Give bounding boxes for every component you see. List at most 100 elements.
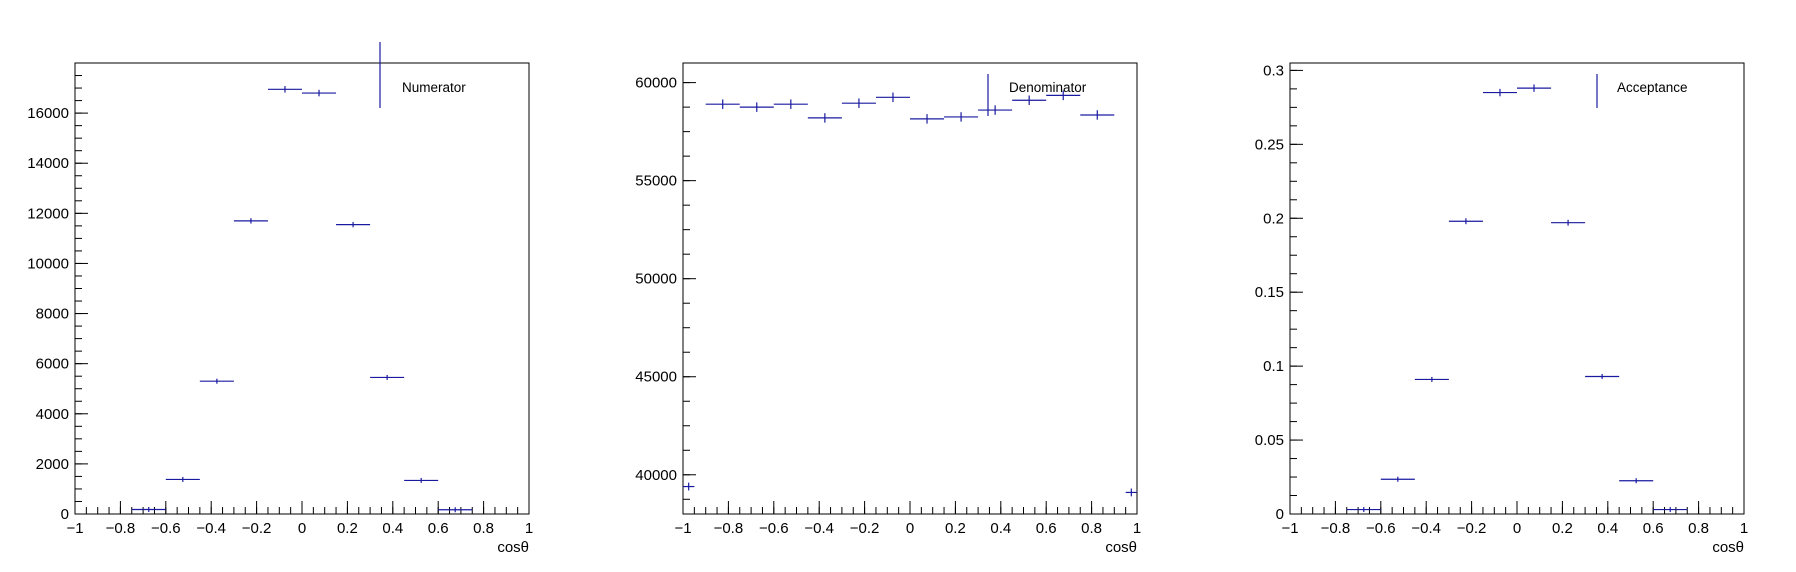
y-tick-label: 14000 [27, 155, 69, 172]
x-tick-label: −0.2 [850, 520, 880, 537]
data-point [1125, 488, 1137, 497]
data-point [1517, 84, 1552, 92]
data-point [1346, 507, 1381, 513]
y-tick-label: 55000 [635, 173, 677, 190]
y-tick-label: 0.15 [1255, 284, 1284, 301]
x-tick-label: 0 [906, 520, 914, 537]
x-tick-label: −0.6 [1366, 520, 1396, 537]
data-point [944, 112, 979, 122]
x-tick-label: −0.2 [242, 520, 272, 537]
data-point [773, 99, 808, 109]
data-point [1080, 110, 1115, 120]
x-tick-label: 1 [525, 520, 533, 537]
y-tick-label: 8000 [36, 306, 69, 323]
x-tick-label: 0.6 [1643, 520, 1664, 537]
x-tick-label: 0.4 [1597, 520, 1618, 537]
x-axis-title: cosθ [497, 539, 529, 556]
acceptance-panel: −1 −0.8 −0.6 −0.4 −0.2 0 0.2 0.4 0.6 0.8 1 0 0.05 0.1… [1255, 62, 1748, 556]
plot-frame [682, 62, 1138, 515]
data-point [875, 92, 910, 103]
data-point [370, 374, 405, 380]
x-tick-label: 1 [1740, 520, 1748, 537]
y-tick-label: 0.25 [1255, 136, 1284, 153]
y-tick-label: 16000 [27, 105, 69, 122]
data-point [683, 482, 695, 491]
y-tick-label: 0.2 [1263, 210, 1284, 227]
data-point [739, 102, 774, 112]
x-tick-label: 0 [1513, 520, 1521, 537]
x-axis-title: cosθ [1712, 539, 1744, 556]
data-point [1551, 219, 1586, 226]
plot-frame [1289, 62, 1745, 515]
x-tick-label: −0.8 [1321, 520, 1351, 537]
x-tick-label: −1 [1281, 520, 1298, 537]
y-tick-label: 6000 [36, 356, 69, 373]
data-point [131, 506, 166, 512]
data-point [910, 114, 945, 124]
denominator-panel: −1 −0.8 −0.6 −0.4 −0.2 0 0.2 0.4 0.6 0.8 1 40000 450… [635, 62, 1141, 556]
numerator-panel: −1 −0.8 −0.6 −0.4 −0.2 0 0.2 0.4 0.6 0.8 1 0 2000 400… [27, 42, 533, 556]
y-tick-label: 0 [61, 506, 69, 523]
x-tick-label: −0.2 [1457, 520, 1487, 537]
data-point [1619, 478, 1654, 484]
y-tick-label: 12000 [27, 205, 69, 222]
x-tick-label: −0.4 [804, 520, 834, 537]
data-point [267, 86, 302, 93]
data-point [705, 99, 740, 109]
y-tick-label: 0.3 [1263, 62, 1284, 79]
legend-label: Numerator [402, 80, 466, 95]
data-point [1046, 90, 1081, 101]
data-point [233, 218, 268, 224]
x-tick-label: 0 [298, 520, 306, 537]
x-tick-label: −0.6 [151, 520, 181, 537]
data-point [302, 89, 337, 97]
legend: Numerator [379, 42, 466, 108]
legend-label: Acceptance [1617, 80, 1688, 95]
x-tick-label: −0.8 [714, 520, 744, 537]
data-point [1653, 507, 1688, 513]
x-tick-label: −0.6 [759, 520, 789, 537]
y-tick-label: 0 [1276, 506, 1284, 523]
x-tick-label: 1 [1133, 520, 1141, 537]
x-tick-label: 0.8 [473, 520, 494, 537]
legend: Acceptance [1596, 74, 1688, 108]
data-point [841, 98, 876, 108]
data-point [199, 378, 234, 384]
data-point [165, 476, 200, 482]
x-tick-label: 0.4 [382, 520, 403, 537]
data-point [336, 221, 371, 228]
y-tick-label: 60000 [635, 75, 677, 92]
x-tick-label: −1 [66, 520, 83, 537]
y-tick-label: 4000 [36, 406, 69, 423]
x-tick-label: 0.6 [428, 520, 449, 537]
x-tick-label: −0.8 [106, 520, 136, 537]
y-tick-label: 50000 [635, 271, 677, 288]
data-point [807, 113, 842, 123]
x-tick-label: 0.2 [337, 520, 358, 537]
y-tick-label: 2000 [36, 456, 69, 473]
data-point [978, 105, 1013, 115]
x-tick-label: 0.2 [945, 520, 966, 537]
data-point [1414, 376, 1449, 382]
plot-frame [74, 62, 530, 515]
data-point [404, 477, 439, 483]
y-tick-label: 40000 [635, 467, 677, 484]
data-point [1482, 88, 1517, 97]
y-tick-label: 45000 [635, 369, 677, 386]
y-tick-label: 10000 [27, 255, 69, 272]
x-tick-label: −1 [674, 520, 691, 537]
data-point [1380, 476, 1415, 482]
y-tick-label: 0.1 [1263, 358, 1284, 375]
x-tick-label: 0.8 [1081, 520, 1102, 537]
x-axis-title: cosθ [1105, 539, 1137, 556]
data-point [1012, 95, 1047, 106]
x-tick-label: −0.4 [1411, 520, 1441, 537]
data-point [1585, 373, 1620, 379]
x-tick-label: 0.6 [1036, 520, 1057, 537]
x-tick-label: 0.2 [1552, 520, 1573, 537]
data-point [438, 507, 473, 513]
legend-label: Denominator [1009, 80, 1087, 95]
data-point [1448, 218, 1483, 225]
legend: Denominator [987, 74, 1087, 116]
